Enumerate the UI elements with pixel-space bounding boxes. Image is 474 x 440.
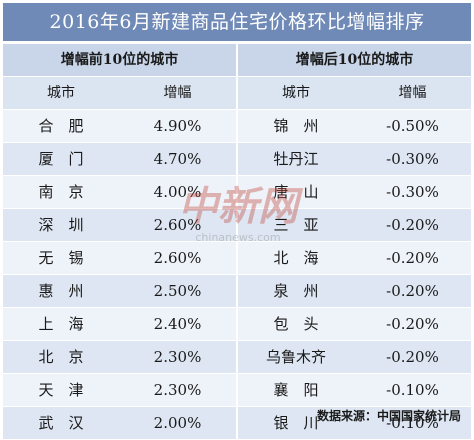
top-value-cell: 2.30%	[119, 341, 236, 373]
column-divider	[236, 374, 238, 406]
top-value-cell: 2.60%	[119, 209, 236, 241]
top-value-cell: 4.90%	[119, 110, 236, 142]
table-row: 上 海 2.40% 包 头 -0.20%	[3, 308, 471, 340]
bottom-city-cell: 唐 山	[238, 176, 354, 208]
table-row: 北 京 2.30% 乌鲁木齐 -0.20%	[3, 341, 471, 373]
data-source-note: 数据来源：中国国家统计局	[316, 409, 461, 423]
bottom-value-cell: -0.50%	[354, 110, 471, 142]
top-value-cell: 2.60%	[119, 242, 236, 274]
right-value-header: 增幅	[354, 77, 471, 109]
right-city-header: 城市	[238, 77, 354, 109]
column-divider	[236, 242, 238, 274]
table-row: 南 京 4.00% 唐 山 -0.30%	[3, 176, 471, 208]
bottom-city-cell: 锦 州	[238, 110, 354, 142]
column-divider	[236, 110, 238, 142]
table-row: 惠 州 2.50% 泉 州 -0.20%	[3, 275, 471, 307]
bottom-city-cell: 乌鲁木齐	[238, 341, 354, 373]
left-value-header: 增幅	[119, 77, 236, 109]
column-divider	[236, 341, 238, 373]
bottom-city-cell: 包 头	[238, 308, 354, 340]
table-row: 深 圳 2.60% 三 亚 -0.20%	[3, 209, 471, 241]
top-city-cell: 深 圳	[3, 209, 119, 241]
top-value-cell: 4.70%	[119, 143, 236, 175]
bottom-value-cell: -0.20%	[354, 275, 471, 307]
bottom-value-cell: -0.20%	[354, 209, 471, 241]
bottom-city-cell: 三 亚	[238, 209, 354, 241]
column-divider	[236, 44, 238, 76]
top-city-cell: 无 锡	[3, 242, 119, 274]
table-row: 无 锡 2.60% 北 海 -0.20%	[3, 242, 471, 274]
column-divider	[236, 77, 238, 109]
table-figure: 2016年6月新建商品住宅价格环比增幅排序 增幅前10位的城市 增幅后10位的城…	[3, 3, 471, 439]
column-divider	[236, 407, 238, 439]
table-row: 合 肥 4.90% 锦 州 -0.50%	[3, 110, 471, 142]
top-city-cell: 天 津	[3, 374, 119, 406]
column-divider	[236, 176, 238, 208]
bottom-city-cell: 泉 州	[238, 275, 354, 307]
top-city-cell: 合 肥	[3, 110, 119, 142]
column-divider	[236, 308, 238, 340]
left-city-header: 城市	[3, 77, 119, 109]
column-divider	[236, 143, 238, 175]
table-row: 厦 门 4.70% 牡丹江 -0.30%	[3, 143, 471, 175]
bottom-city-cell: 牡丹江	[238, 143, 354, 175]
top-city-cell: 北 京	[3, 341, 119, 373]
top-city-cell: 上 海	[3, 308, 119, 340]
bottom-value-cell: -0.30%	[354, 143, 471, 175]
table-title: 2016年6月新建商品住宅价格环比增幅排序	[3, 3, 471, 41]
ranking-table: 增幅前10位的城市 增幅后10位的城市 城市 增幅 城市 增幅 合 肥 4.90%…	[3, 44, 471, 440]
bottom-value-cell: -0.10%	[354, 374, 471, 406]
left-section-header: 增幅前10位的城市	[3, 44, 236, 76]
column-header-row: 城市 增幅 城市 增幅	[3, 77, 471, 109]
top-value-cell: 2.50%	[119, 275, 236, 307]
right-section-header: 增幅后10位的城市	[238, 44, 471, 76]
top-value-cell: 2.40%	[119, 308, 236, 340]
top-value-cell: 2.30%	[119, 374, 236, 406]
bottom-value-cell: -0.20%	[354, 308, 471, 340]
bottom-value-cell: -0.30%	[354, 176, 471, 208]
top-city-cell: 惠 州	[3, 275, 119, 307]
top-city-cell: 南 京	[3, 176, 119, 208]
table-row: 天 津 2.30% 襄 阳 -0.10%	[3, 374, 471, 406]
bottom-city-cell: 襄 阳	[238, 374, 354, 406]
section-header-row: 增幅前10位的城市 增幅后10位的城市	[3, 44, 471, 76]
top-value-cell: 4.00%	[119, 176, 236, 208]
bottom-value-cell: -0.20%	[354, 341, 471, 373]
column-divider	[236, 209, 238, 241]
top-city-cell: 厦 门	[3, 143, 119, 175]
bottom-city-cell: 北 海	[238, 242, 354, 274]
column-divider	[236, 275, 238, 307]
bottom-value-cell: -0.20%	[354, 242, 471, 274]
